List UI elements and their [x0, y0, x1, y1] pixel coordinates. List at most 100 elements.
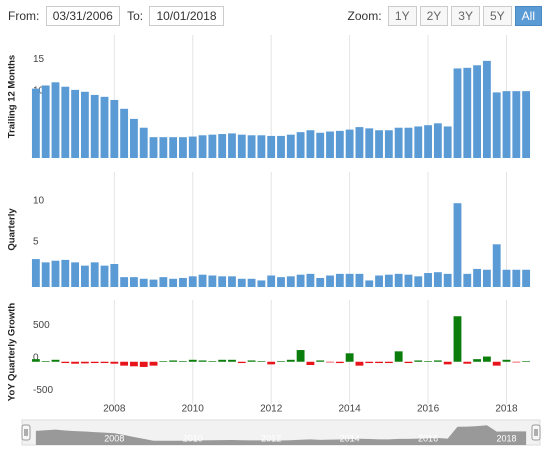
bar [482, 356, 491, 362]
zoom-button[interactable]: 5Y [482, 6, 512, 26]
bar [502, 359, 511, 362]
bar [130, 118, 138, 158]
bar [31, 359, 40, 362]
bar [71, 262, 80, 287]
bar [130, 277, 138, 287]
bar [463, 273, 472, 287]
bar [463, 361, 472, 364]
bar [218, 134, 227, 158]
bar [414, 126, 423, 158]
bar [492, 244, 501, 287]
bar [306, 361, 315, 365]
bar [502, 91, 511, 158]
navigator-handle[interactable] [21, 424, 31, 441]
bar [179, 361, 187, 362]
bar [237, 134, 246, 158]
bar [433, 123, 442, 158]
bar [139, 278, 148, 287]
bar [492, 92, 501, 158]
bar [355, 127, 364, 158]
navigator-label: 2018 [496, 433, 516, 443]
bar [139, 127, 148, 158]
bar [237, 361, 246, 364]
bar [41, 85, 50, 158]
bar [80, 91, 89, 158]
bar [110, 361, 119, 364]
y-tick-label: 500 [33, 320, 50, 331]
bar [345, 353, 354, 362]
bar [296, 350, 305, 362]
bar [41, 361, 50, 362]
bar [326, 131, 334, 158]
from-input[interactable]: 03/31/2006 [45, 6, 120, 26]
bar [100, 361, 109, 364]
zoom-button[interactable]: 3Y [451, 6, 480, 26]
bar [492, 361, 501, 366]
bar [61, 259, 70, 287]
bar [71, 361, 80, 364]
bar [345, 273, 354, 287]
bar [355, 361, 364, 366]
bar [257, 280, 266, 287]
bar [188, 276, 197, 287]
bar [286, 134, 295, 158]
bar [257, 135, 266, 158]
bar [482, 269, 491, 287]
bar [335, 273, 344, 287]
bar [188, 136, 197, 158]
bar [375, 361, 383, 364]
bar [120, 108, 129, 158]
bar [335, 361, 344, 364]
bar [228, 133, 236, 158]
zoom-button[interactable]: 1Y [387, 6, 417, 26]
bar [80, 361, 89, 364]
bar [365, 361, 374, 364]
bar [179, 137, 187, 158]
bar [453, 68, 462, 158]
navigator-handle[interactable] [531, 424, 541, 441]
bar [522, 269, 531, 287]
to-input[interactable]: 10/01/2018 [149, 6, 224, 26]
bar [345, 129, 354, 158]
bar [404, 274, 413, 287]
bar [394, 127, 403, 158]
x-tick-label: 2016 [417, 404, 440, 415]
bar [286, 276, 295, 287]
zoom: Zoom: 1Y 2Y 3Y 5Y All [348, 6, 542, 26]
bar [149, 137, 158, 158]
bar [443, 361, 452, 365]
bar [61, 361, 70, 364]
y-axis-title: Trailing 12 Months [7, 55, 18, 138]
y-axis-title: Quarterly [7, 208, 18, 251]
bar [267, 361, 276, 365]
bar [365, 280, 374, 287]
navigator-label: 2016 [418, 433, 438, 443]
bar [512, 91, 521, 158]
bar [394, 351, 403, 362]
y-axis-title: YoY Quarterly Growth [7, 303, 18, 402]
zoom-button[interactable]: 2Y [419, 6, 449, 26]
bar [159, 137, 168, 158]
bar [257, 361, 266, 362]
bar [424, 361, 432, 362]
bar [198, 135, 207, 158]
bar [139, 361, 148, 367]
bar [522, 91, 531, 158]
bar [443, 273, 452, 287]
bar [306, 130, 315, 158]
bar [433, 272, 442, 287]
to-label: To: [127, 9, 144, 23]
bar [277, 135, 285, 158]
bar [51, 82, 60, 158]
bar [198, 274, 207, 287]
bar [433, 360, 442, 362]
bar [130, 361, 138, 367]
y-tick-label: 0 [33, 352, 39, 363]
bar [218, 276, 227, 287]
zoom-label: Zoom: [347, 9, 382, 23]
zoom-button[interactable]: All [514, 6, 542, 26]
bar [208, 275, 217, 287]
bar [522, 361, 531, 362]
